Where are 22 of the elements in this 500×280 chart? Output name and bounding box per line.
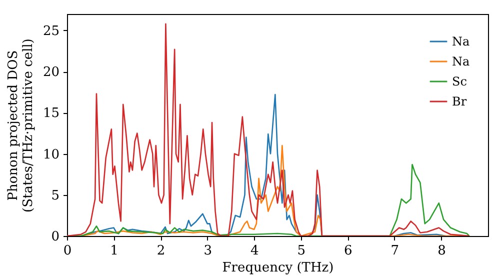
y-tick-label: 25 <box>42 24 60 39</box>
x-tick-label: 3 <box>204 244 212 258</box>
line-series <box>67 23 470 236</box>
y-tick-label: 10 <box>42 147 60 162</box>
y-tick-label: 15 <box>42 106 60 122</box>
y-tick-label: 20 <box>42 65 60 80</box>
x-tick-label: 0 <box>63 244 72 258</box>
x-tick-label: 5 <box>297 244 306 258</box>
x-tick-label: 1 <box>110 244 118 258</box>
legend-label: Sc <box>452 74 468 88</box>
y-axis-title: Phonon projected DOS (States/THz·primitive cell) <box>6 38 36 213</box>
legend-label: Na <box>452 54 470 68</box>
y-tick-label: 5 <box>51 188 60 204</box>
x-tick-label: 8 <box>438 244 446 258</box>
x-tick-label: 6 <box>344 244 352 258</box>
x-tick-label: 7 <box>390 244 400 258</box>
x-tick-label: 2 <box>156 244 166 258</box>
legend-label: Na <box>452 34 470 48</box>
legend-label: Br <box>452 94 467 108</box>
x-tick-label: 4 <box>250 244 259 258</box>
y-tick-label: 0 <box>51 230 60 244</box>
x-axis-title: Frequency (THz) <box>222 260 334 276</box>
